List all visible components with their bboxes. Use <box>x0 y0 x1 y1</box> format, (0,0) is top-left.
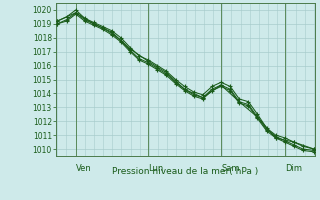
Text: Sam: Sam <box>221 164 239 173</box>
X-axis label: Pression niveau de la mer( hPa ): Pression niveau de la mer( hPa ) <box>112 167 259 176</box>
Text: Ven: Ven <box>76 164 92 173</box>
Text: Dim: Dim <box>285 164 302 173</box>
Text: Lun: Lun <box>148 164 164 173</box>
